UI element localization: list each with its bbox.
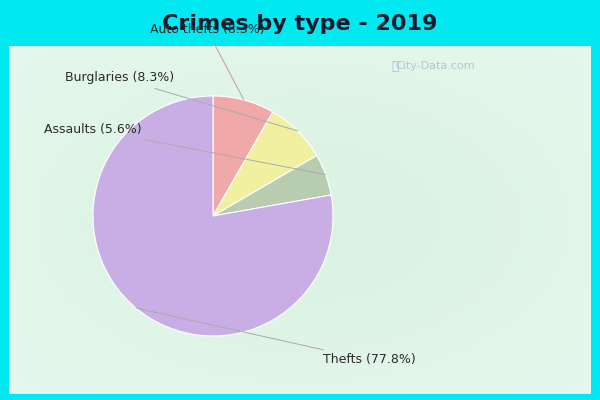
Text: City-Data.com: City-Data.com [395,61,475,71]
Wedge shape [213,156,331,216]
Text: Crimes by type - 2019: Crimes by type - 2019 [163,14,437,34]
Text: Assaults (5.6%): Assaults (5.6%) [44,123,326,175]
Text: Burglaries (8.3%): Burglaries (8.3%) [65,72,298,131]
Text: Thefts (77.8%): Thefts (77.8%) [136,308,415,366]
Wedge shape [93,96,333,336]
Text: Auto thefts (8.3%): Auto thefts (8.3%) [149,24,265,100]
Wedge shape [213,112,317,216]
Wedge shape [213,96,273,216]
Text: ⓘ: ⓘ [392,60,399,72]
